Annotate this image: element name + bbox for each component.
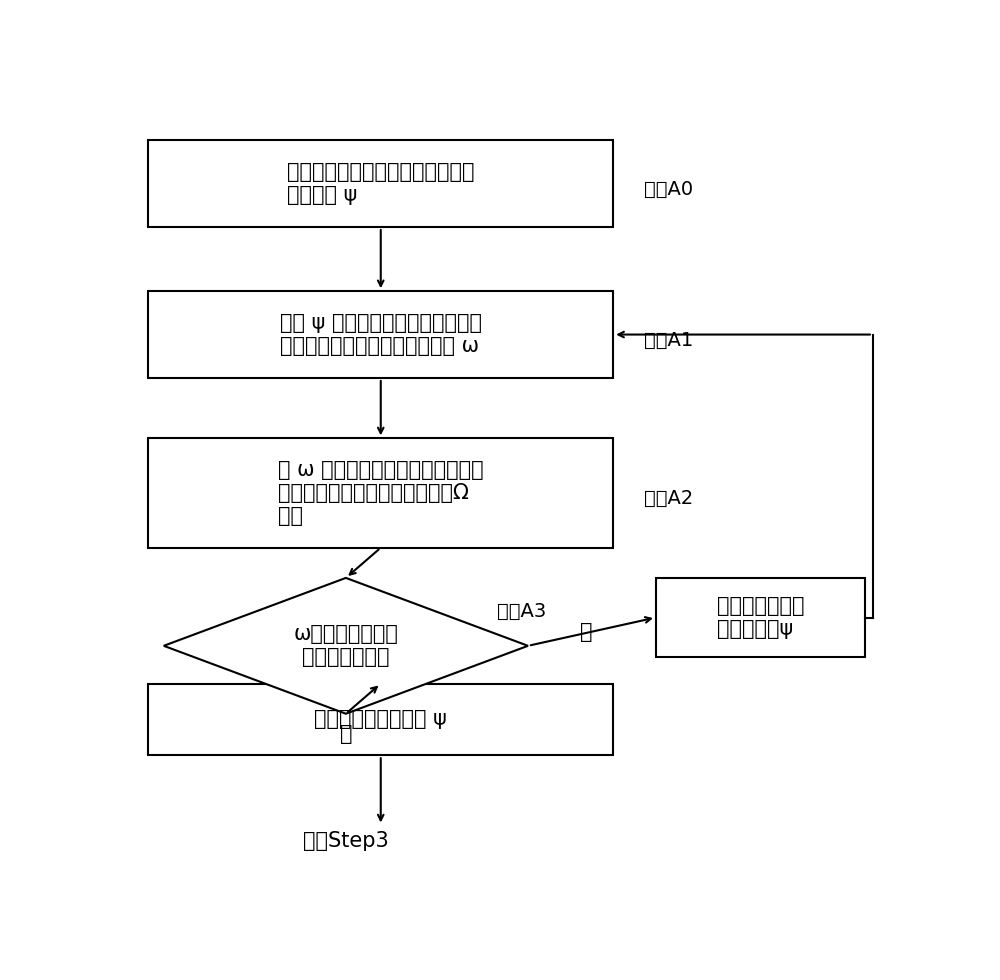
Text: 设置当前待定人脸为 ψ: 设置当前待定人脸为 ψ [314, 710, 447, 729]
Polygon shape [164, 578, 528, 713]
Text: 将与 ψ 中块邻接且未进行肤色检测
的块，划定为外扩检测集，记为 ω: 将与 ψ 中块邻接且未进行肤色检测 的块，划定为外扩检测集，记为 ω [280, 313, 482, 356]
FancyBboxPatch shape [148, 438, 613, 548]
Text: 将判定为肤色块
的块划入到ψ: 将判定为肤色块 的块划入到ψ [717, 596, 804, 639]
Text: 步骤A0: 步骤A0 [644, 179, 693, 199]
Text: 将当前肤色块划定为当前人脸检测
集，记为 ψ: 将当前肤色块划定为当前人脸检测 集，记为 ψ [287, 162, 475, 205]
Text: 对 ω 内所有块进行肤色块检测，同
时将所有进行过判定的对应块从Ω
删除: 对 ω 内所有块进行肤色块检测，同 时将所有进行过判定的对应块从Ω 删除 [278, 460, 484, 526]
Text: 步骤A1: 步骤A1 [644, 330, 694, 350]
Text: 步骤A2: 步骤A2 [644, 489, 694, 509]
Text: 进入Step3: 进入Step3 [303, 830, 389, 851]
Text: ω中至少有一个块
判定为肤色块？: ω中至少有一个块 判定为肤色块？ [293, 624, 398, 667]
Text: 否: 否 [340, 723, 352, 744]
FancyBboxPatch shape [148, 684, 613, 756]
Text: 步骤A3: 步骤A3 [497, 603, 546, 621]
FancyBboxPatch shape [148, 140, 613, 227]
FancyBboxPatch shape [656, 578, 865, 658]
Text: 是: 是 [580, 622, 592, 642]
FancyBboxPatch shape [148, 291, 613, 378]
